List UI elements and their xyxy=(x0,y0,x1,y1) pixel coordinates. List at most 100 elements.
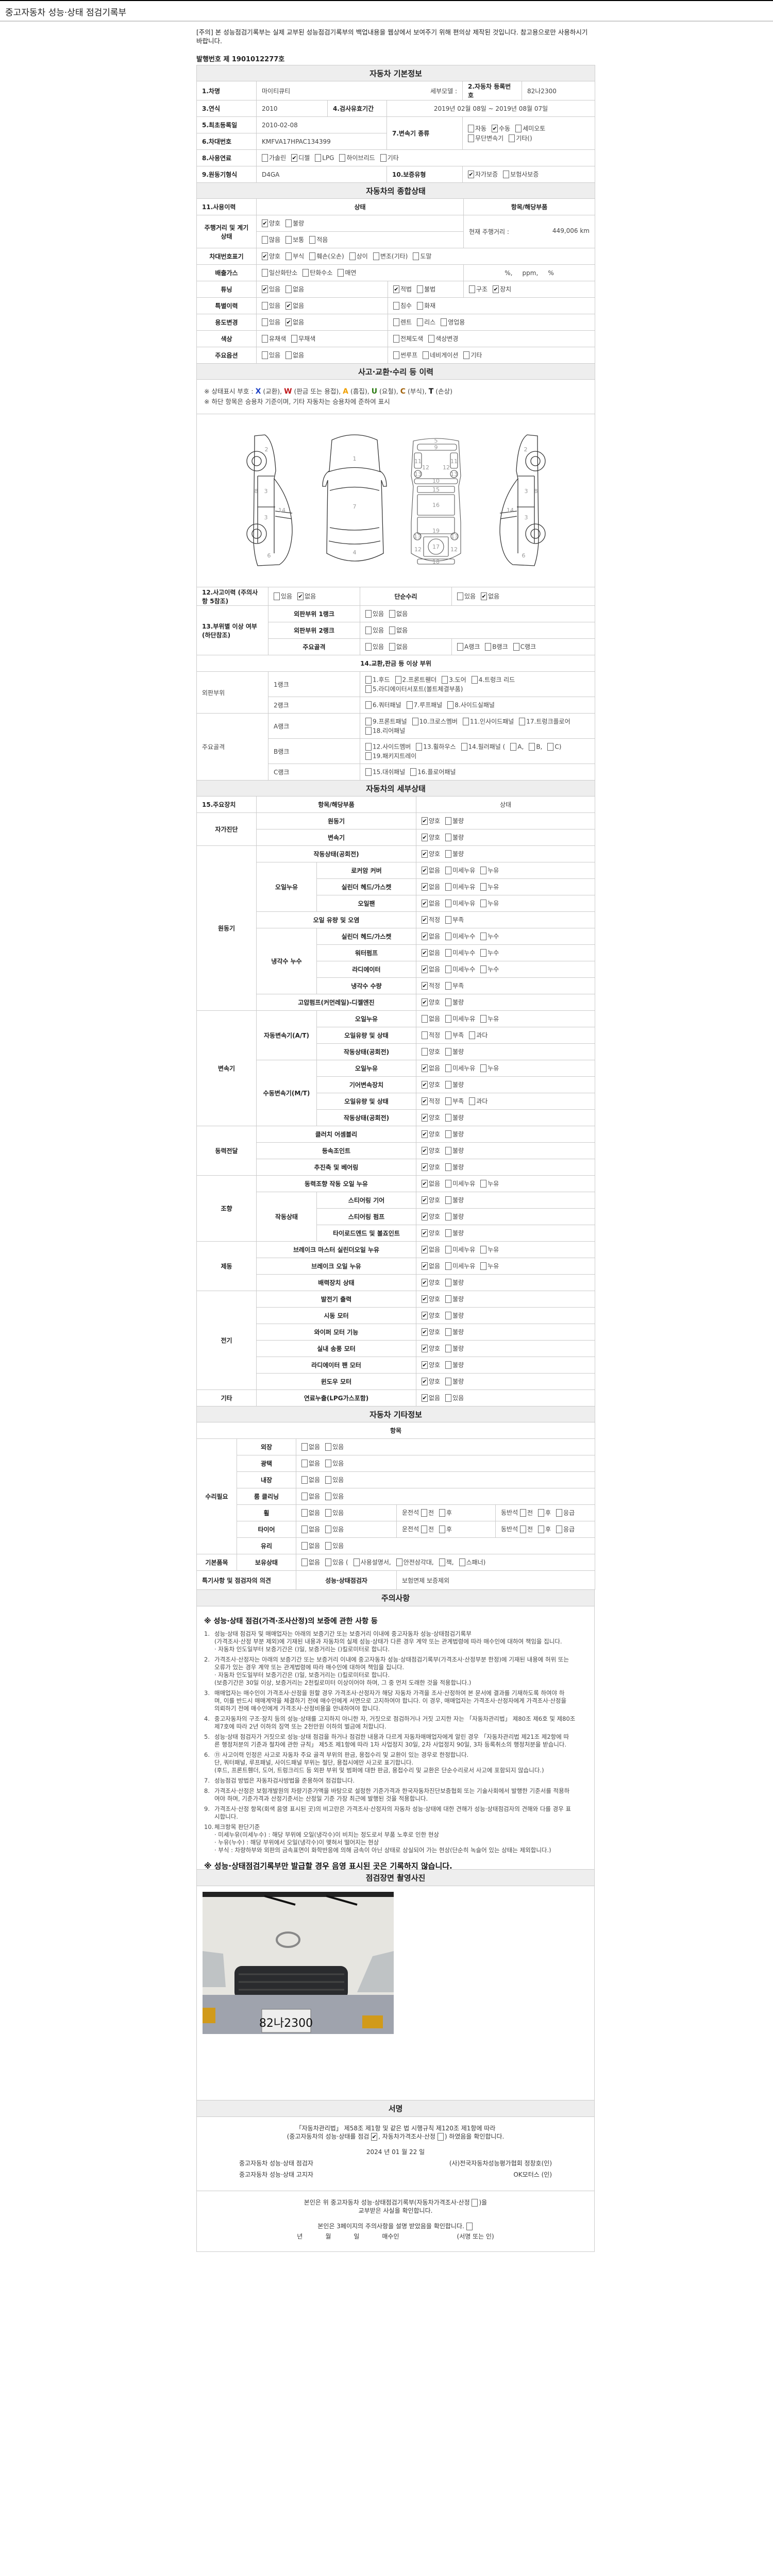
checkbox[interactable]: ✔ xyxy=(422,1097,428,1106)
checkbox-option[interactable]: 있음 xyxy=(457,591,476,601)
checkbox[interactable] xyxy=(485,643,492,651)
checkbox-option[interactable]: C랭크 xyxy=(513,642,536,652)
checkbox[interactable] xyxy=(412,717,418,725)
checkbox[interactable] xyxy=(301,1443,308,1451)
checkbox[interactable] xyxy=(445,965,452,974)
checkbox[interactable] xyxy=(457,643,463,651)
checkbox-option[interactable]: ✔ 없음 xyxy=(422,1179,440,1189)
checkbox-option[interactable]: 미세누유 xyxy=(445,882,475,892)
checkbox-option[interactable]: 있음 xyxy=(325,1492,344,1501)
checkbox-option[interactable]: 불량 xyxy=(445,833,464,842)
checkbox-option[interactable]: 전 xyxy=(519,1508,533,1518)
checkbox-option[interactable]: 6.쿼터패널 xyxy=(365,700,401,710)
checkbox[interactable]: ✔ xyxy=(422,900,428,908)
checkbox-option[interactable]: ✔ 없음 xyxy=(422,964,440,974)
checkbox-option[interactable]: ✔ 양호 xyxy=(422,997,440,1007)
checkbox[interactable] xyxy=(262,154,268,162)
checkbox-option[interactable]: 탄화수소 xyxy=(303,268,332,278)
checkbox-option[interactable]: 미세누유 xyxy=(445,1063,475,1073)
checkbox[interactable]: ✔ xyxy=(422,1312,428,1320)
checkbox-option[interactable]: 하이브리드 xyxy=(339,153,375,163)
checkbox[interactable] xyxy=(417,285,424,294)
checkbox[interactable]: ✔ xyxy=(393,285,399,294)
checkbox-option[interactable]: ✔ 장치 xyxy=(493,284,511,294)
checkbox-option[interactable]: 있음 xyxy=(262,350,280,360)
checkbox-option[interactable]: 불량 xyxy=(445,816,464,826)
checkbox-option[interactable]: ✔ 양호 xyxy=(422,1344,440,1353)
checkbox[interactable] xyxy=(509,134,515,142)
checkbox[interactable] xyxy=(365,675,372,684)
checkbox[interactable] xyxy=(445,1213,452,1221)
checkbox-option[interactable]: 없음 xyxy=(301,1475,320,1485)
checkbox[interactable]: ✔ xyxy=(422,1328,428,1336)
checkbox[interactable] xyxy=(445,1378,452,1386)
checkbox-option[interactable]: 있음 xyxy=(325,1459,344,1468)
checkbox-option[interactable]: 누유 xyxy=(480,866,499,875)
checkbox[interactable] xyxy=(445,1064,452,1073)
checkbox[interactable] xyxy=(262,351,268,360)
checkbox-option[interactable]: ✔ 양호 xyxy=(422,1311,440,1320)
checkbox-option[interactable]: 부족 xyxy=(445,1030,464,1040)
checkbox-option[interactable]: ✔ 양호 xyxy=(422,1113,440,1123)
checkbox[interactable] xyxy=(480,949,487,957)
checkbox[interactable] xyxy=(365,717,372,725)
checkbox-option[interactable]: 있음 xyxy=(365,625,384,635)
checkbox[interactable] xyxy=(389,643,396,651)
checkbox[interactable]: ✔ xyxy=(422,834,428,842)
checkbox-option[interactable]: 10.크로스멤버 xyxy=(412,717,458,726)
checkbox[interactable] xyxy=(395,675,401,684)
checkbox-option[interactable]: ✔ 양호 xyxy=(422,833,440,842)
checkbox-option[interactable]: ✔ 양호 xyxy=(422,1377,440,1386)
checkbox-option[interactable]: 없음 xyxy=(301,1557,320,1567)
checkbox-option[interactable]: 있음 xyxy=(325,1524,344,1534)
checkbox[interactable] xyxy=(445,1097,452,1106)
checkbox[interactable]: ✔ xyxy=(422,883,428,891)
checkbox-option[interactable]: 없음 xyxy=(301,1524,320,1534)
checkbox[interactable] xyxy=(325,1460,332,1468)
checkbox[interactable] xyxy=(480,1015,487,1023)
checkbox-option[interactable]: ✔ 양호 xyxy=(262,218,280,228)
checkbox-option[interactable]: ✔ 양호 xyxy=(422,1080,440,1090)
checkbox-option[interactable]: 불량 xyxy=(445,1113,464,1123)
checkbox[interactable] xyxy=(417,302,424,310)
checkbox[interactable] xyxy=(413,252,419,261)
checkbox-option[interactable]: 누유 xyxy=(480,882,499,892)
price-checkbox[interactable] xyxy=(437,2133,444,2141)
checkbox-option[interactable]: 불량 xyxy=(445,1047,464,1057)
checkbox-option[interactable]: 있음 ( xyxy=(325,1557,348,1567)
checkbox-option[interactable]: 불량 xyxy=(445,1228,464,1238)
checkbox[interactable]: ✔ xyxy=(262,285,268,294)
checkbox-option[interactable]: A, xyxy=(510,742,524,752)
checkbox[interactable] xyxy=(480,1262,487,1270)
checkbox-option[interactable]: 잭, xyxy=(439,1557,454,1567)
checkbox-option[interactable]: 불법 xyxy=(417,284,435,294)
checkbox-option[interactable]: B랭크 xyxy=(485,642,508,652)
checkbox-option[interactable]: 있음 xyxy=(325,1442,344,1452)
checkbox[interactable]: ✔ xyxy=(422,817,428,825)
checkbox-option[interactable]: ✔ 양호 xyxy=(422,1327,440,1337)
checkbox[interactable] xyxy=(469,1031,476,1040)
checkbox[interactable] xyxy=(480,933,487,941)
checkbox[interactable] xyxy=(445,883,452,891)
checkbox[interactable] xyxy=(365,643,372,651)
checkbox-option[interactable]: 전 xyxy=(519,1524,533,1534)
checkbox-option[interactable]: ✔ 자가보증 xyxy=(468,170,498,179)
checkbox[interactable] xyxy=(285,285,292,294)
checkbox[interactable]: ✔ xyxy=(422,1147,428,1155)
checkbox-option[interactable]: 적음 xyxy=(309,235,328,245)
checkbox-option[interactable]: ✔ 양호 xyxy=(422,1195,440,1205)
checkbox-option[interactable]: 응급 xyxy=(556,1524,575,1534)
checkbox[interactable] xyxy=(463,351,470,360)
checkbox[interactable]: ✔ xyxy=(422,998,428,1007)
checkbox-option[interactable]: 9.프론트패널 xyxy=(365,717,407,726)
checkbox-option[interactable]: ✔ 적정 xyxy=(422,1096,440,1106)
checkbox-option[interactable]: 누유 xyxy=(480,1261,499,1271)
checkbox-option[interactable]: 화재 xyxy=(417,301,435,311)
checkbox[interactable] xyxy=(301,1493,308,1501)
checkbox[interactable]: ✔ xyxy=(422,1229,428,1238)
checkbox-option[interactable]: 미세누유 xyxy=(445,1261,475,1271)
checkbox-option[interactable]: ✔ 양호 xyxy=(422,816,440,826)
checkbox-option[interactable]: 미세누유 xyxy=(445,1014,475,1024)
checkbox-option[interactable]: A랭크 xyxy=(457,642,480,652)
checkbox-option[interactable]: 불량 xyxy=(445,1344,464,1353)
